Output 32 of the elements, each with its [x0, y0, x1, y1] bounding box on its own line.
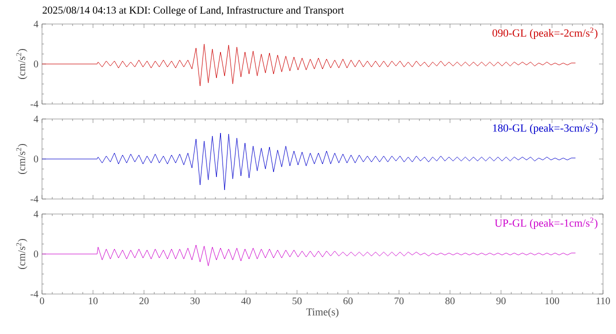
y-tick-label: 0: [34, 156, 38, 162]
x-tick-label: 80: [445, 298, 455, 304]
x-tick-label: 50: [292, 298, 302, 304]
y-tick-label: 0: [34, 250, 38, 258]
y-tick-label: 4: [34, 20, 38, 28]
x-tick-label: 40: [241, 298, 251, 304]
x-tick-label: 110: [596, 298, 610, 304]
x-axis-title: Time(s): [306, 308, 338, 318]
y-axis-title: (cm/s$^{2}$): [16, 144, 28, 174]
y-tick-label: -4: [30, 100, 38, 108]
x-tick-label: 90: [496, 298, 506, 304]
text: 180-GL (peak=-3cm/s$^{2}$): [493, 122, 598, 134]
y-tick-label: 4: [34, 210, 38, 218]
x-tick-label: 100: [545, 298, 560, 304]
line-series: [42, 132, 576, 190]
x-tick-label: 30: [190, 298, 200, 304]
y-axis-title: (cm/s$^{2}$): [16, 49, 28, 79]
y-tick-label: -4: [30, 290, 38, 298]
text: 090-GL (peak=-2cm/s$^{2}$): [492, 28, 598, 39]
text: UP-GL (peak=-1cm/s$^{2}$): [494, 218, 598, 229]
y-tick-label: 4: [34, 116, 38, 122]
y-tick-label: 0: [34, 60, 38, 68]
chart-title: 2025/08/14 04:13 at KDI: College of Land, Infrastructure and Transport: [42, 6, 344, 16]
y-tick-label: -4: [30, 196, 38, 202]
x-tick-label: 70: [394, 298, 404, 304]
x-tick-label: 0: [40, 298, 44, 304]
x-tick-label: 20: [139, 298, 149, 304]
line-series: [42, 44, 576, 86]
y-axis-title: (cm/s$^{2}$): [16, 239, 28, 269]
x-tick-label: 10: [88, 298, 98, 304]
line-series: [42, 244, 576, 266]
x-tick-label: 60: [343, 298, 353, 304]
